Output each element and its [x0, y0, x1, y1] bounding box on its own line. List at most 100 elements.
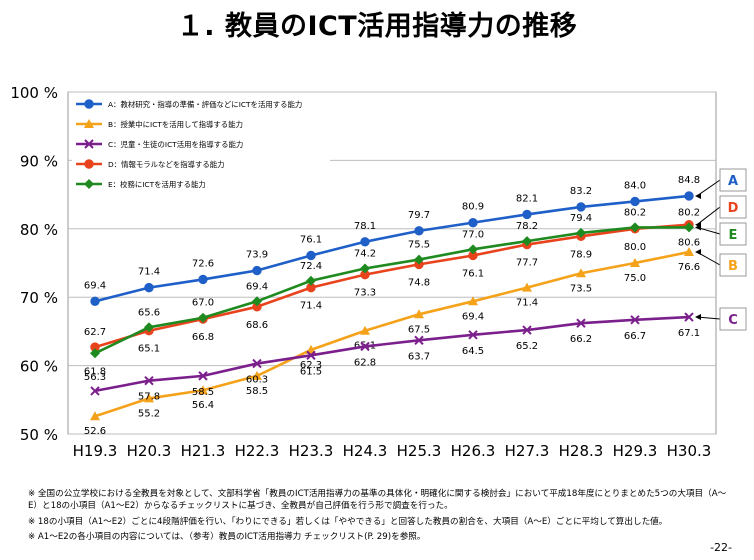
- data-label-c: 56.3: [84, 372, 106, 383]
- data-label-a: 69.4: [84, 280, 106, 291]
- data-label-a: 73.9: [246, 250, 268, 261]
- legend-label: B：授業中にICTを活用して指導する能力: [108, 120, 243, 129]
- data-label-d: 71.4: [300, 301, 322, 312]
- data-point-e: [252, 296, 262, 307]
- x-tick-label: H22.3: [235, 442, 280, 460]
- series-badge: [719, 168, 747, 192]
- data-point-b: [144, 393, 154, 403]
- data-point-a: [522, 209, 532, 220]
- data-point-b: [630, 258, 640, 267]
- data-label-d: 77.7: [516, 258, 538, 269]
- data-point-b: [576, 268, 586, 278]
- data-label-b: 67.5: [408, 324, 430, 335]
- data-label-c: 57.8: [138, 392, 160, 403]
- legend-label: D：情報モラルなどを指導する能力: [108, 160, 225, 169]
- x-tick-label: H27.3: [505, 442, 550, 460]
- data-point-e: [198, 312, 208, 323]
- badge-arrow-head: [695, 249, 701, 256]
- data-point-c: [468, 330, 478, 340]
- data-point-c: [306, 350, 316, 361]
- x-tick-label: H25.3: [397, 442, 442, 460]
- data-label-e: 61.8: [84, 366, 106, 377]
- series-badge: [719, 222, 747, 246]
- series-badge-label: B: [728, 259, 738, 274]
- footnote-2: ※ 18の小項目（A1～E2）ごとに4段階評価を行い、「わりにできる」若しくは「…: [28, 516, 668, 527]
- data-label-c: 61.5: [300, 366, 322, 377]
- data-point-e: [360, 263, 370, 274]
- data-point-a: [414, 226, 424, 236]
- data-point-c: [576, 318, 586, 328]
- data-label-e: 65.6: [138, 307, 160, 318]
- series-line-d: [94, 223, 690, 349]
- data-label-c: 67.1: [678, 328, 700, 339]
- data-point-c: [90, 386, 100, 396]
- data-label-a: 80.9: [462, 202, 484, 213]
- y-tick-label: 90 %: [20, 152, 58, 170]
- badge-arrow-head: [695, 192, 701, 199]
- data-point-b: [414, 309, 424, 319]
- x-tick-label: H24.3: [343, 442, 388, 460]
- data-label-d: 68.6: [246, 320, 268, 331]
- data-label-d: 78.9: [570, 249, 592, 260]
- x-tick-label: H20.3: [127, 442, 172, 460]
- badge-arrow-head: [695, 224, 701, 231]
- data-label-c: 58.5: [192, 387, 214, 398]
- data-point-a: [90, 296, 100, 307]
- series-line-a: [94, 194, 690, 303]
- data-point-e: [144, 322, 154, 333]
- data-label-e: 69.4: [246, 281, 268, 292]
- x-tick-label: H19.3: [73, 442, 118, 460]
- data-label-c: 64.5: [462, 346, 484, 357]
- y-tick-label: 50 %: [20, 426, 58, 444]
- data-point-b: [468, 296, 478, 306]
- badge-arrow-head: [695, 314, 701, 321]
- data-point-a: [252, 265, 262, 276]
- page-number: -22-: [710, 541, 732, 554]
- data-label-a: 79.7: [408, 210, 430, 221]
- data-label-a: 72.6: [192, 258, 214, 269]
- y-tick-label: 60 %: [20, 358, 58, 376]
- data-point-c: [252, 358, 262, 369]
- series-line-b: [94, 250, 690, 418]
- data-point-c: [198, 371, 208, 381]
- data-label-c: 60.3: [246, 375, 268, 386]
- data-label-c: 62.8: [354, 357, 376, 368]
- legend-box: [72, 94, 330, 200]
- data-point-a: [198, 274, 208, 285]
- series-badge-label: A: [728, 174, 738, 189]
- y-tick-label: 100 %: [10, 84, 58, 102]
- series-badge-label: C: [728, 313, 738, 328]
- data-point-e: [684, 222, 694, 233]
- data-label-d: 80.0: [624, 242, 646, 253]
- data-point-b: [90, 411, 100, 421]
- data-label-d: 62.7: [84, 327, 106, 338]
- data-label-a: 76.1: [300, 234, 322, 245]
- data-label-d: 74.8: [408, 277, 430, 288]
- legend-label: A：教材研究・指導の準備・評価などにICTを活用する能力: [108, 100, 302, 109]
- data-label-d: 80.6: [678, 238, 700, 249]
- data-label-e: 78.2: [516, 221, 538, 232]
- data-label-e: 72.4: [300, 261, 322, 272]
- data-point-c: [522, 325, 532, 335]
- data-point-e: [414, 254, 424, 265]
- data-label-b: 52.6: [84, 426, 106, 437]
- legend-marker: [84, 179, 94, 189]
- data-label-d: 66.8: [192, 332, 214, 343]
- legend-marker: [84, 159, 94, 169]
- data-point-e: [90, 348, 100, 359]
- data-label-e: 67.0: [192, 298, 214, 309]
- y-tick-label: 70 %: [20, 289, 58, 307]
- data-label-d: 76.1: [462, 268, 484, 279]
- x-tick-label: H23.3: [289, 442, 334, 460]
- data-point-c: [630, 315, 640, 325]
- data-point-e: [630, 222, 640, 233]
- data-label-a: 82.1: [516, 193, 538, 204]
- data-label-e: 80.2: [678, 207, 700, 218]
- x-tick-label: H21.3: [181, 442, 226, 460]
- data-point-e: [468, 244, 478, 255]
- data-point-b: [522, 282, 532, 292]
- data-label-c: 66.2: [570, 334, 592, 345]
- x-tick-label: H30.3: [667, 442, 712, 460]
- data-label-b: 62.3: [300, 360, 322, 371]
- data-point-e: [306, 275, 316, 286]
